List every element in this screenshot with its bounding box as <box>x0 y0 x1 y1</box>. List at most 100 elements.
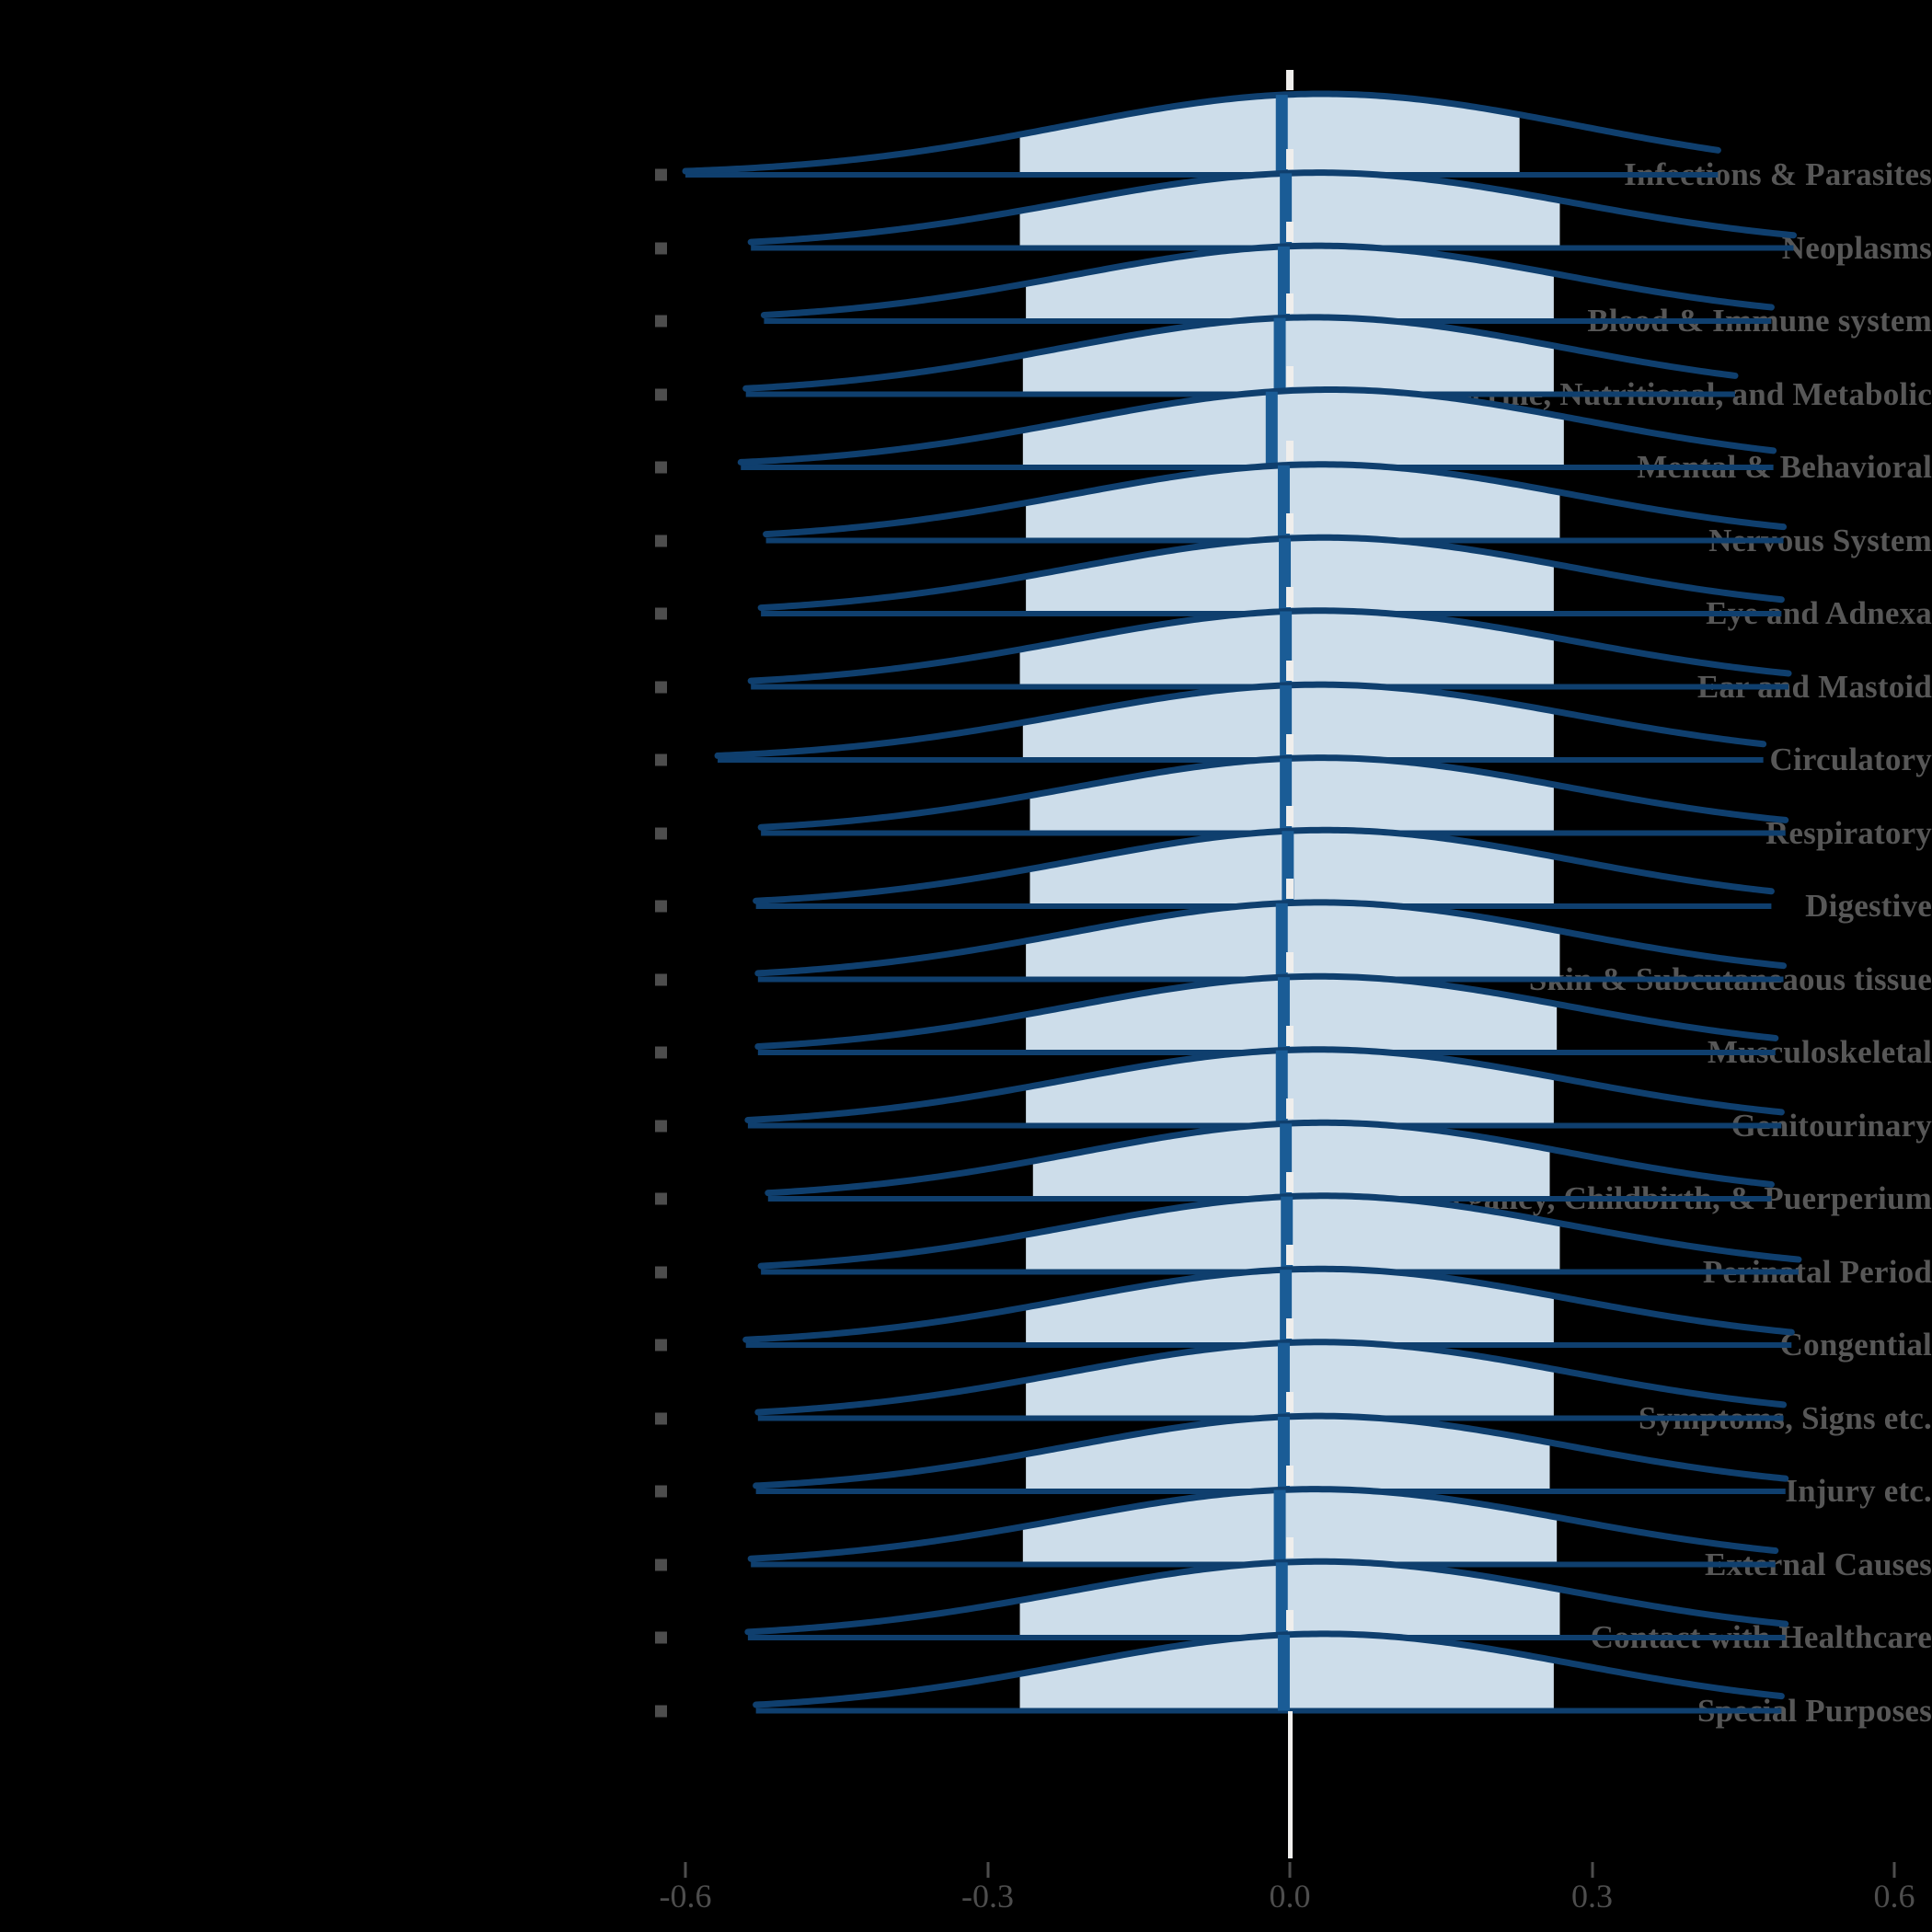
ridge-quantile-fill-9 <box>1029 757 1554 834</box>
ridge-outline-21 <box>753 1630 1785 1708</box>
ridge-quantile-fill-12 <box>1026 976 1558 1052</box>
ridge-quantile-fill-13 <box>1026 1049 1554 1126</box>
zero-reference-tick-2 <box>1286 222 1294 243</box>
category-tick-marker-2 <box>655 315 667 328</box>
zero-reference-tick-0 <box>1286 70 1294 90</box>
category-tick-marker-19 <box>655 1558 667 1570</box>
zero-reference-tick-18 <box>1286 1392 1294 1413</box>
axis-tick-label-0: -0.6 <box>659 1878 712 1915</box>
category-tick-marker-0 <box>655 168 667 181</box>
ridge-outline-13 <box>744 1046 1785 1123</box>
ridge-quantile-fill-2 <box>1026 246 1554 321</box>
zero-reference-tick-8 <box>1286 661 1294 682</box>
zero-reference-tick-10 <box>1286 806 1294 827</box>
zero-reference-tick-4 <box>1286 365 1294 386</box>
category-label-10: Digestive <box>1805 888 1932 924</box>
axis-tick-0 <box>684 1862 687 1878</box>
category-tick-marker-9 <box>655 827 667 839</box>
category-label-8: Circulatory <box>1769 742 1932 777</box>
category-tick-marker-16 <box>655 1339 667 1351</box>
category-tick-marker-1 <box>655 242 667 254</box>
ridge-outline-18 <box>753 1412 1789 1489</box>
axis-tick-label-2: 0.0 <box>1269 1878 1311 1915</box>
ridge-outline-19 <box>747 1486 1779 1562</box>
ridge-outline-9 <box>757 754 1789 831</box>
axis-tick-label-4: 0.6 <box>1873 1878 1915 1915</box>
category-label-16: Congential <box>1779 1327 1932 1363</box>
axis-tick-label-3: 0.3 <box>1571 1878 1613 1915</box>
ridge-outline-1 <box>747 169 1797 246</box>
ridge-outline-15 <box>757 1192 1802 1270</box>
ridge-outline-0 <box>682 90 1721 175</box>
ridge-quantile-fill-5 <box>1026 464 1560 541</box>
category-tick-marker-13 <box>655 1120 667 1132</box>
zero-reference-tick-1 <box>1286 148 1294 169</box>
zero-reference-tick-9 <box>1286 733 1294 754</box>
zero-reference-tick-14 <box>1286 1098 1294 1120</box>
category-tick-marker-5 <box>655 535 667 546</box>
ridge-quantile-fill-19 <box>1022 1489 1558 1565</box>
ridge-outline-8 <box>714 681 1767 759</box>
ridge-quantile-fill-4 <box>1022 389 1564 467</box>
axis-tick-3 <box>1591 1862 1593 1878</box>
zero-reference-tick-3 <box>1286 293 1294 314</box>
zero-reference-tick-7 <box>1286 586 1294 607</box>
category-tick-marker-20 <box>655 1631 667 1644</box>
zero-reference-tick-11 <box>1286 878 1294 899</box>
zero-reference-tick-13 <box>1286 1025 1294 1046</box>
category-tick-marker-8 <box>655 753 667 766</box>
ridge-outline-4 <box>737 386 1777 466</box>
ridge-quantile-fill-3 <box>1022 316 1554 395</box>
category-tick-marker-10 <box>655 900 667 913</box>
category-tick-marker-18 <box>655 1485 667 1498</box>
zero-reference-line <box>1288 1710 1293 1858</box>
ridge-outline-3 <box>742 314 1739 392</box>
zero-reference-tick-15 <box>1286 1171 1294 1192</box>
category-tick-marker-11 <box>655 973 667 985</box>
category-label-1: Neoplasms <box>1781 229 1932 266</box>
ridge-outline-5 <box>763 461 1788 538</box>
category-label-9: Respiratory <box>1765 814 1932 851</box>
category-tick-marker-12 <box>655 1046 667 1059</box>
zero-reference-tick-20 <box>1286 1537 1294 1558</box>
category-tick-marker-6 <box>655 607 667 620</box>
axis-tick-2 <box>1288 1862 1292 1878</box>
ridge-outline-7 <box>747 607 1792 684</box>
zero-reference-tick-17 <box>1286 1317 1294 1339</box>
ridge-outline-17 <box>754 1339 1788 1416</box>
ridge-outline-11 <box>754 899 1788 977</box>
category-tick-marker-3 <box>655 388 667 400</box>
category-tick-marker-21 <box>655 1705 667 1717</box>
ridge-quantile-fill-20 <box>1019 1561 1560 1638</box>
category-tick-marker-4 <box>655 461 667 474</box>
zero-reference-tick-16 <box>1286 1245 1294 1266</box>
ridge-outline-10 <box>753 826 1775 904</box>
zero-reference-tick-19 <box>1286 1465 1294 1486</box>
ridge-outline-2 <box>760 242 1775 318</box>
zero-reference-tick-5 <box>1286 440 1294 461</box>
axis-tick-4 <box>1892 1862 1896 1878</box>
category-tick-marker-7 <box>655 681 667 693</box>
ridge-quantile-fill-17 <box>1026 1341 1554 1419</box>
category-label-18: Injury etc. <box>1785 1473 1932 1509</box>
axis-tick-1 <box>986 1862 989 1878</box>
ridge-outline-16 <box>742 1265 1795 1343</box>
ridge-quantile-fill-15 <box>1026 1195 1560 1272</box>
zero-reference-tick-12 <box>1286 952 1294 973</box>
zero-reference-tick-6 <box>1286 513 1294 535</box>
axis-tick-label-1: -0.3 <box>961 1878 1014 1915</box>
ridge-outline-6 <box>757 534 1785 612</box>
ridge-outline-20 <box>744 1558 1789 1636</box>
ridge-quantile-fill-11 <box>1026 902 1560 980</box>
category-tick-marker-17 <box>655 1412 667 1424</box>
